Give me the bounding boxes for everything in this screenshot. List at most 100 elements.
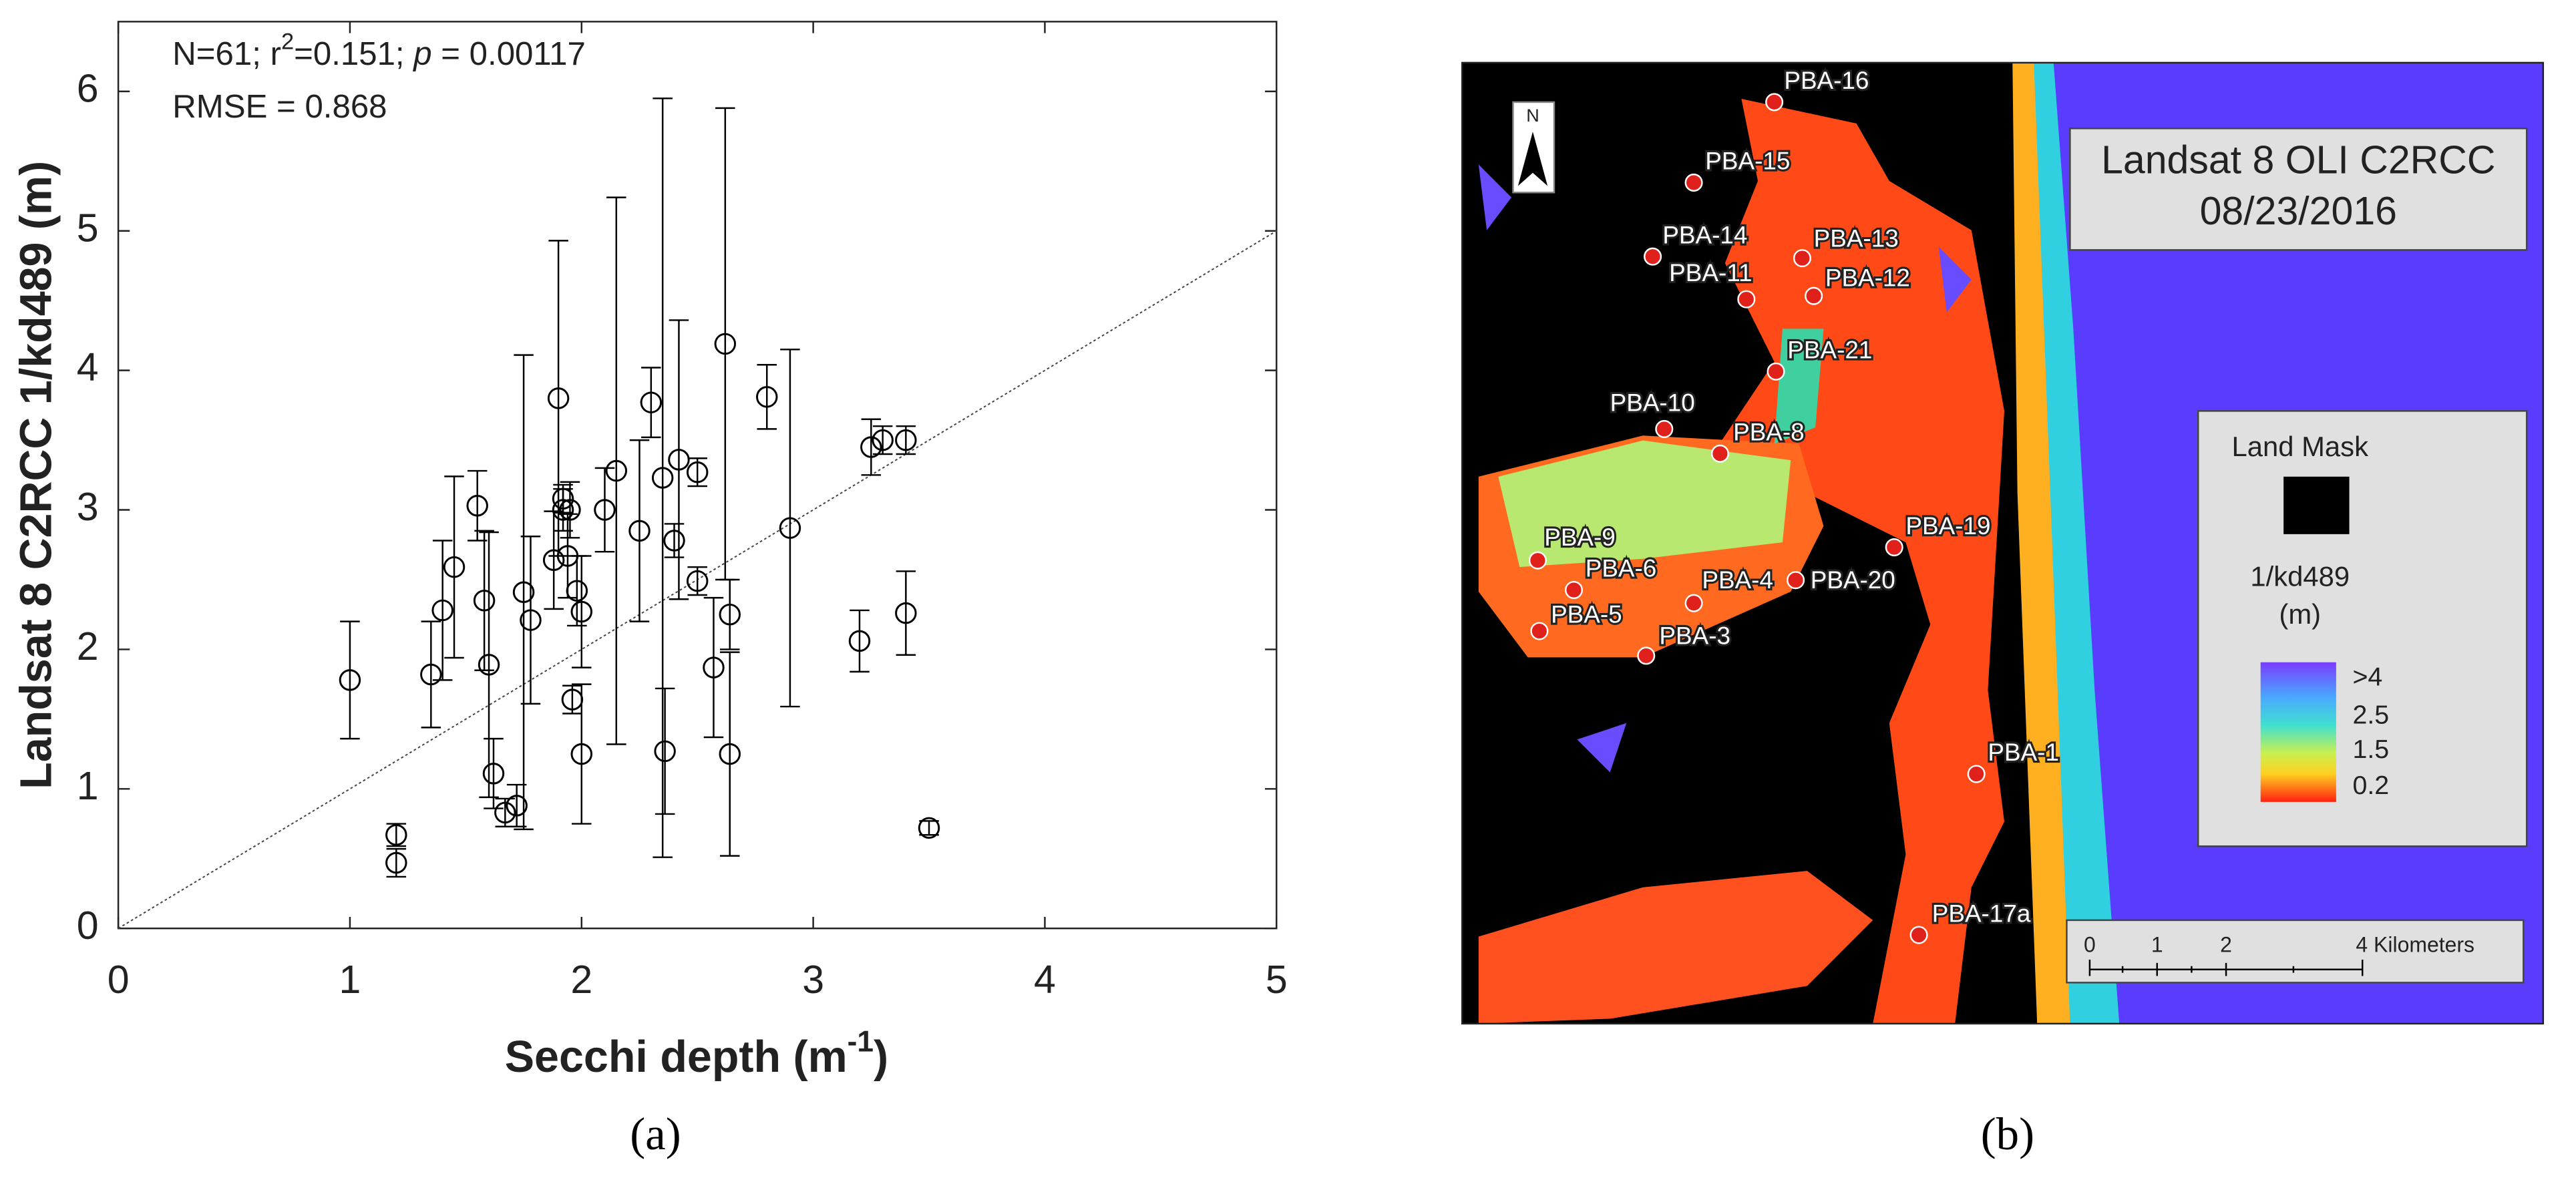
point xyxy=(668,449,690,471)
point xyxy=(385,824,407,846)
station-marker xyxy=(1787,571,1805,590)
error-bar xyxy=(474,530,494,671)
x-axis-label: Secchi depth (m-1) xyxy=(505,1025,888,1081)
error-bar xyxy=(432,540,453,681)
legend-label: (m) xyxy=(2279,598,2321,630)
station-marker xyxy=(1644,247,1662,266)
y-tick-label: 0 xyxy=(77,904,99,948)
station-label: PBA-4 xyxy=(1702,566,1773,594)
y-tick-label: 2 xyxy=(77,624,99,668)
scale-box xyxy=(2066,919,2525,984)
error-bar xyxy=(757,364,777,430)
point xyxy=(703,656,725,678)
station-marker xyxy=(1710,444,1729,463)
error-bar xyxy=(629,439,650,622)
point xyxy=(482,763,505,785)
station-marker xyxy=(1564,580,1584,600)
colorbar-label: 0.2 xyxy=(2352,771,2389,800)
x-tick-label: 5 xyxy=(1266,958,1288,1002)
scale-bar xyxy=(2088,959,2364,976)
station-label: PBA-10 xyxy=(1610,389,1695,416)
x-tick-label: 1 xyxy=(339,958,361,1002)
point xyxy=(547,387,570,409)
map-title: Landsat 8 OLI C2RCC xyxy=(2101,138,2495,182)
error-bar xyxy=(572,683,592,825)
map xyxy=(1462,62,2543,1024)
station-marker xyxy=(1767,362,1785,381)
point xyxy=(466,495,488,517)
error-bar xyxy=(850,609,870,673)
y-tick-label: 3 xyxy=(77,485,99,529)
error-bar xyxy=(340,620,360,740)
scale-label: 1 xyxy=(2151,933,2163,957)
error-bar xyxy=(572,555,592,668)
legend-label: 1/kd489 xyxy=(2250,560,2350,592)
station-label: PBA-19 xyxy=(1905,512,1990,540)
point xyxy=(654,740,676,763)
station-marker xyxy=(1655,419,1674,438)
station-marker xyxy=(1765,93,1784,112)
point xyxy=(860,436,882,458)
station-marker xyxy=(1967,765,1986,783)
error-bar xyxy=(606,196,626,745)
station-marker xyxy=(1684,173,1703,192)
map-title: 08/23/2016 xyxy=(2200,189,2397,233)
y-tick-label: 5 xyxy=(77,206,99,250)
station-marker xyxy=(1530,622,1549,640)
point xyxy=(918,817,940,839)
x-tick-label: 3 xyxy=(802,958,824,1002)
y-tick-label: 1 xyxy=(77,764,99,808)
error-bar xyxy=(896,570,916,656)
error-bar xyxy=(780,349,800,708)
point xyxy=(605,459,628,482)
station-label: PBA-12 xyxy=(1825,264,1910,291)
point xyxy=(848,630,871,652)
station-marker xyxy=(1805,286,1823,305)
station-label: PBA-8 xyxy=(1733,419,1805,446)
station-marker xyxy=(1793,249,1811,268)
station-label: PBA-13 xyxy=(1814,224,1899,252)
point xyxy=(640,391,663,413)
colorbar xyxy=(2260,662,2336,802)
panel-label: (b) xyxy=(1981,1109,2034,1159)
point xyxy=(719,743,741,765)
station-label: PBA-11 xyxy=(1669,259,1752,286)
point xyxy=(686,461,709,483)
point xyxy=(385,851,407,874)
station-label: PBA-6 xyxy=(1586,555,1657,582)
legend-label: Land Mask xyxy=(2232,431,2369,462)
error-bar xyxy=(560,481,580,539)
error-bar xyxy=(664,523,685,558)
error-bar xyxy=(719,651,740,857)
x-tick-label: 0 xyxy=(108,958,130,1002)
error-bar xyxy=(484,737,504,809)
point xyxy=(566,580,588,602)
point xyxy=(628,520,651,542)
station-marker xyxy=(1528,551,1547,570)
scale-label: 4 Kilometers xyxy=(2356,933,2474,957)
error-bar xyxy=(520,535,541,705)
point xyxy=(663,530,685,552)
point xyxy=(714,333,737,355)
point xyxy=(570,600,593,623)
station-label: PBA-17a xyxy=(1932,900,2031,927)
point xyxy=(542,549,565,571)
y-tick-label: 4 xyxy=(77,345,99,389)
point xyxy=(594,499,616,521)
error-bar xyxy=(514,354,534,831)
scale-label: 2 xyxy=(2220,933,2232,957)
station-label: PBA-15 xyxy=(1705,148,1790,175)
station-marker xyxy=(1637,646,1656,665)
point xyxy=(431,599,453,622)
legend-box xyxy=(2197,410,2528,847)
station-label: PBA-16 xyxy=(1784,67,1869,94)
point xyxy=(686,570,709,592)
point xyxy=(494,801,516,824)
point xyxy=(651,467,674,489)
point xyxy=(473,590,496,612)
station-label: PBA-3 xyxy=(1659,622,1730,650)
point xyxy=(570,743,593,765)
annotation: N=61; r2=0.151; p = 0.00117 xyxy=(172,29,586,72)
